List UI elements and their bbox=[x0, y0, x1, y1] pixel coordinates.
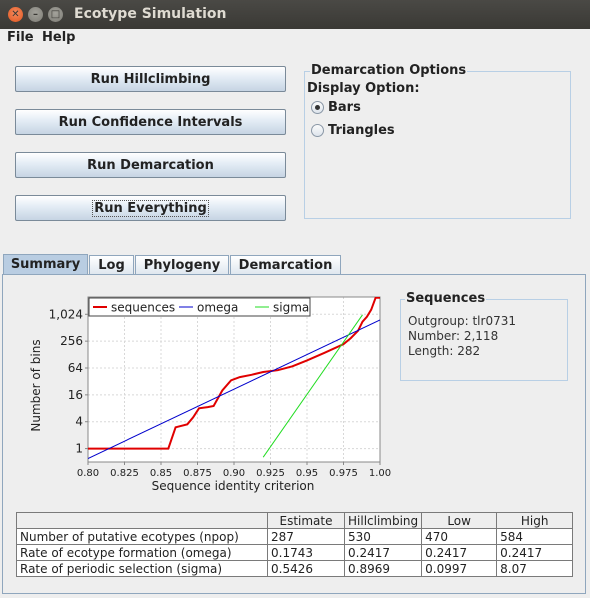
table-cell: 0.0997 bbox=[421, 560, 498, 577]
sequences-title: Sequences bbox=[405, 291, 487, 306]
table-row: Rate of periodic selection (sigma) 0.542… bbox=[16, 560, 574, 577]
x-tick-label: 0.875 bbox=[183, 468, 212, 479]
run-demarcation-button[interactable]: Run Demarcation bbox=[15, 152, 286, 178]
bins-chart: 0.80 0.825 0.85 0.875 0.90 0.925 0.95 0.975 1.00… bbox=[29, 296, 391, 493]
length-text: Length: 282 bbox=[408, 344, 481, 358]
outgroup-text: Outgroup: tlr0731 bbox=[408, 314, 516, 328]
table-row: Number of putative ecotypes (npop) 287 5… bbox=[16, 528, 574, 545]
series-line-sigma bbox=[262, 314, 363, 458]
tab-log-label: Log bbox=[98, 258, 125, 273]
run-everything-button[interactable]: Run Everything bbox=[15, 195, 286, 221]
legend-label-sigma: sigma bbox=[273, 301, 309, 315]
table-cell: 0.2417 bbox=[496, 544, 574, 561]
table-row: Rate of ecotype formation (omega) 0.1743… bbox=[16, 544, 574, 561]
header-cell bbox=[16, 512, 268, 529]
x-tick-label: 0.975 bbox=[329, 468, 358, 479]
number-text: Number: 2,118 bbox=[408, 329, 499, 343]
tab-phylogeny-label: Phylogeny bbox=[143, 258, 221, 273]
table-cell: 8.07 bbox=[496, 560, 574, 577]
table-cell: 0.8969 bbox=[343, 560, 423, 577]
y-tick-label: 64 bbox=[68, 361, 83, 375]
run-confidence-intervals-label: Run Confidence Intervals bbox=[58, 115, 243, 130]
y-tick-label: 1,024 bbox=[49, 307, 83, 321]
table-cell: Rate of periodic selection (sigma) bbox=[16, 560, 268, 577]
table-cell: 584 bbox=[496, 528, 574, 545]
tab-log[interactable]: Log bbox=[89, 255, 134, 274]
display-option-label: Display Option: bbox=[307, 81, 420, 96]
table-cell: 470 bbox=[421, 528, 498, 545]
x-tick-label: 0.825 bbox=[110, 468, 139, 479]
run-everything-label: Run Everything bbox=[92, 200, 209, 217]
legend-box bbox=[88, 297, 311, 317]
close-icon[interactable]: ✕ bbox=[8, 7, 23, 22]
bars-radio-button[interactable] bbox=[311, 101, 324, 114]
tab-demarcation-label: Demarcation bbox=[238, 258, 333, 273]
x-tick-label: 0.85 bbox=[150, 468, 172, 479]
axes: 0.80 0.825 0.85 0.875 0.90 0.925 0.95 0.975 1.00… bbox=[49, 296, 391, 479]
x-tick-label: 0.925 bbox=[256, 468, 285, 479]
results-table: Estimate Hillclimbing Low High Number of… bbox=[16, 512, 574, 577]
header-cell: Low bbox=[421, 512, 498, 529]
window-title: Ecotype Simulation bbox=[74, 6, 227, 22]
tab-summary[interactable]: Summary bbox=[3, 254, 88, 274]
table-header-row: Estimate Hillclimbing Low High bbox=[16, 512, 574, 529]
table-cell: 0.2417 bbox=[421, 544, 498, 561]
minimize-icon[interactable]: – bbox=[28, 7, 43, 22]
tab-summary-label: Summary bbox=[10, 257, 81, 272]
bars-radio-label: Bars bbox=[328, 100, 361, 115]
tab-demarcation[interactable]: Demarcation bbox=[230, 255, 341, 274]
run-hillclimbing-label: Run Hillclimbing bbox=[90, 72, 211, 87]
triangles-radio-button[interactable] bbox=[311, 124, 324, 137]
header-cell: Estimate bbox=[267, 512, 345, 529]
plot-frame bbox=[87, 296, 381, 463]
table-cell: 287 bbox=[267, 528, 345, 545]
y-tick-label: 1 bbox=[75, 442, 83, 456]
table-cell: Number of putative ecotypes (npop) bbox=[16, 528, 268, 545]
triangles-radio-label: Triangles bbox=[328, 123, 395, 138]
table-cell: Rate of ecotype formation (omega) bbox=[16, 544, 268, 561]
table-cell: 0.1743 bbox=[267, 544, 345, 561]
table-cell: 0.2417 bbox=[343, 544, 423, 561]
y-tick-label: 256 bbox=[60, 334, 83, 348]
series-line-omega bbox=[88, 319, 380, 459]
tab-phylogeny[interactable]: Phylogeny bbox=[135, 255, 229, 274]
x-axis-label: Sequence identity criterion bbox=[152, 479, 315, 493]
menu-bar: File Help bbox=[0, 29, 590, 49]
run-demarcation-label: Run Demarcation bbox=[87, 158, 214, 173]
x-tick-label: 1.00 bbox=[369, 468, 391, 479]
series-layer bbox=[88, 297, 380, 459]
table-cell: 0.5426 bbox=[267, 560, 345, 577]
table-cell: 530 bbox=[343, 528, 423, 545]
x-tick-label: 0.95 bbox=[296, 468, 318, 479]
y-tick-label: 16 bbox=[68, 388, 83, 402]
header-cell: Hillclimbing bbox=[343, 512, 423, 529]
run-hillclimbing-button[interactable]: Run Hillclimbing bbox=[15, 66, 286, 92]
header-cell: High bbox=[496, 512, 574, 529]
x-tick-label: 0.90 bbox=[223, 468, 245, 479]
legend-label-omega: omega bbox=[197, 301, 238, 315]
menu-help[interactable]: Help bbox=[42, 30, 76, 45]
demarcation-options-title: Demarcation Options bbox=[310, 63, 468, 78]
x-tick-label: 0.80 bbox=[77, 468, 99, 479]
title-bar: ✕ – □ Ecotype Simulation bbox=[0, 0, 590, 29]
legend-label-sequences: sequences bbox=[111, 301, 175, 315]
menu-file[interactable]: File bbox=[7, 30, 34, 45]
run-confidence-intervals-button[interactable]: Run Confidence Intervals bbox=[15, 109, 286, 135]
series-line-sequences bbox=[88, 297, 380, 450]
maximize-icon[interactable]: □ bbox=[48, 7, 63, 22]
y-tick-label: 4 bbox=[75, 415, 83, 429]
y-axis-label: Number of bins bbox=[29, 339, 43, 431]
legend: sequences omega sigma bbox=[88, 297, 311, 317]
